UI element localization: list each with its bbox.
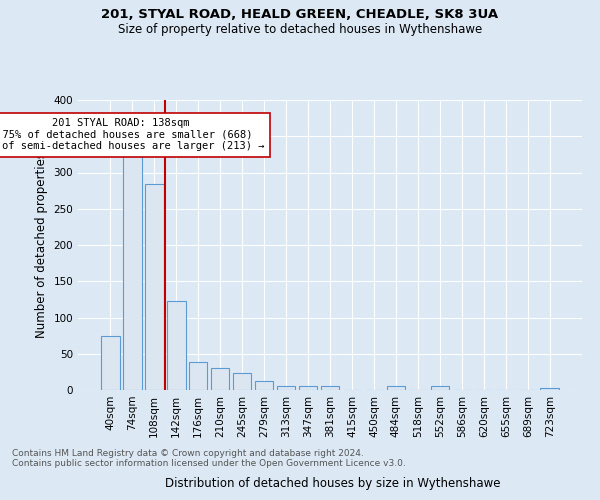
Bar xyxy=(386,386,405,390)
Text: 201 STYAL ROAD: 138sqm
← 75% of detached houses are smaller (668)
24% of semi-de: 201 STYAL ROAD: 138sqm ← 75% of detached… xyxy=(0,118,265,152)
Bar xyxy=(299,386,317,390)
Text: 201, STYAL ROAD, HEALD GREEN, CHEADLE, SK8 3UA: 201, STYAL ROAD, HEALD GREEN, CHEADLE, S… xyxy=(101,8,499,20)
Bar xyxy=(255,382,274,390)
Bar xyxy=(233,372,251,390)
Text: Contains HM Land Registry data © Crown copyright and database right 2024.: Contains HM Land Registry data © Crown c… xyxy=(12,448,364,458)
Bar xyxy=(211,368,229,390)
Bar xyxy=(431,386,449,390)
Text: Contains public sector information licensed under the Open Government Licence v3: Contains public sector information licen… xyxy=(12,458,406,468)
Bar xyxy=(101,336,119,390)
Bar xyxy=(541,388,559,390)
Bar xyxy=(277,386,295,390)
Bar xyxy=(320,386,340,390)
Bar xyxy=(145,184,164,390)
Y-axis label: Number of detached properties: Number of detached properties xyxy=(35,152,48,338)
Bar xyxy=(167,301,185,390)
Text: Distribution of detached houses by size in Wythenshawe: Distribution of detached houses by size … xyxy=(165,477,501,490)
Text: Size of property relative to detached houses in Wythenshawe: Size of property relative to detached ho… xyxy=(118,22,482,36)
Bar xyxy=(189,362,208,390)
Bar xyxy=(123,152,142,390)
